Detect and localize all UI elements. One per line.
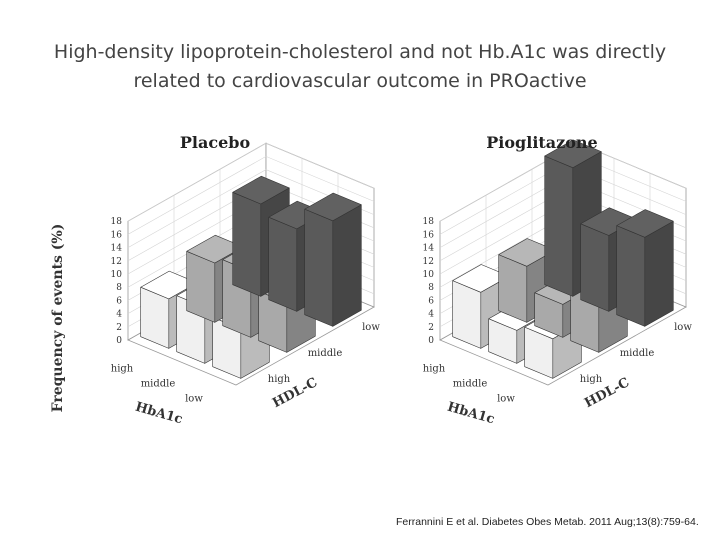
chart1-y-tick-label: 10 [111,270,123,280]
chart1-y-tick-label: 18 [111,217,123,227]
chart2-hdl-category-label: middle [620,348,655,359]
chart2-y-tick-label: 16 [423,230,435,240]
chart1-bar-low-hba1c-low-hdl [304,192,362,327]
citation: Ferrannini E et al. Diabetes Obes Metab.… [396,516,699,528]
chart1-hdl-category-label: low [362,322,380,333]
chart1-hdl-category-label: middle [308,348,343,359]
chart2-y-tick-label: 18 [423,217,435,227]
chart1-y-axis-label: Frequency of events (%) [50,224,66,413]
chart2-y-tick-label: 12 [423,257,434,267]
chart2-hdl-category-label: high [580,374,603,385]
chart2-y-tick-label: 6 [428,296,434,306]
slide-title-line-1: High-density lipoprotein-cholesterol and… [53,41,667,63]
chart1-y-tick-label: 8 [116,283,122,293]
chart1-y-tick-label: 12 [111,257,122,267]
chart2-hba1c-category-label: low [497,394,515,405]
slide-title-line-2: related to cardiovascular outcome in PRO… [133,70,587,92]
chart1-y-tick-label: 6 [116,296,122,306]
chart1-hba1c-category-label: high [111,364,134,375]
slide-title: High-density lipoprotein-cholesterol and… [20,38,700,96]
chart2-y-tick-label: 8 [428,283,434,293]
chart1-y-tick-label: 0 [116,336,122,346]
chart2-y-tick-label: 0 [428,336,434,346]
chart2-bar-low-hba1c-low-hdl [616,209,674,327]
chart1-y-tick-label: 2 [116,323,122,333]
chart2-y-tick-label: 14 [423,244,435,254]
chart1-y-tick-label: 14 [111,244,123,254]
chart2-hba1c-axis-title: HbA1c [445,400,496,428]
chart1-hba1c-category-label: middle [141,379,176,390]
chart2-title: Pioglitazone [486,133,597,152]
chart1-title: Placebo [180,133,251,152]
chart2-y-tick-label: 10 [423,270,435,280]
chart2-y-tick-label: 4 [428,310,434,320]
chart1-y-tick-label: 4 [116,310,122,320]
chart1-hdl-category-label: high [268,374,291,385]
chart1-y-tick-label: 16 [111,230,123,240]
chart1-hba1c-axis-title: HbA1c [133,400,184,428]
chart2-hba1c-category-label: high [423,364,446,375]
chart2-bar-high-hba1c-high-hdl [452,264,510,349]
chart2-hba1c-category-label: middle [453,379,488,390]
chart2-y-tick-label: 2 [428,323,434,333]
chart2-hdl-category-label: low [674,322,692,333]
chart1-hba1c-category-label: low [185,394,203,405]
